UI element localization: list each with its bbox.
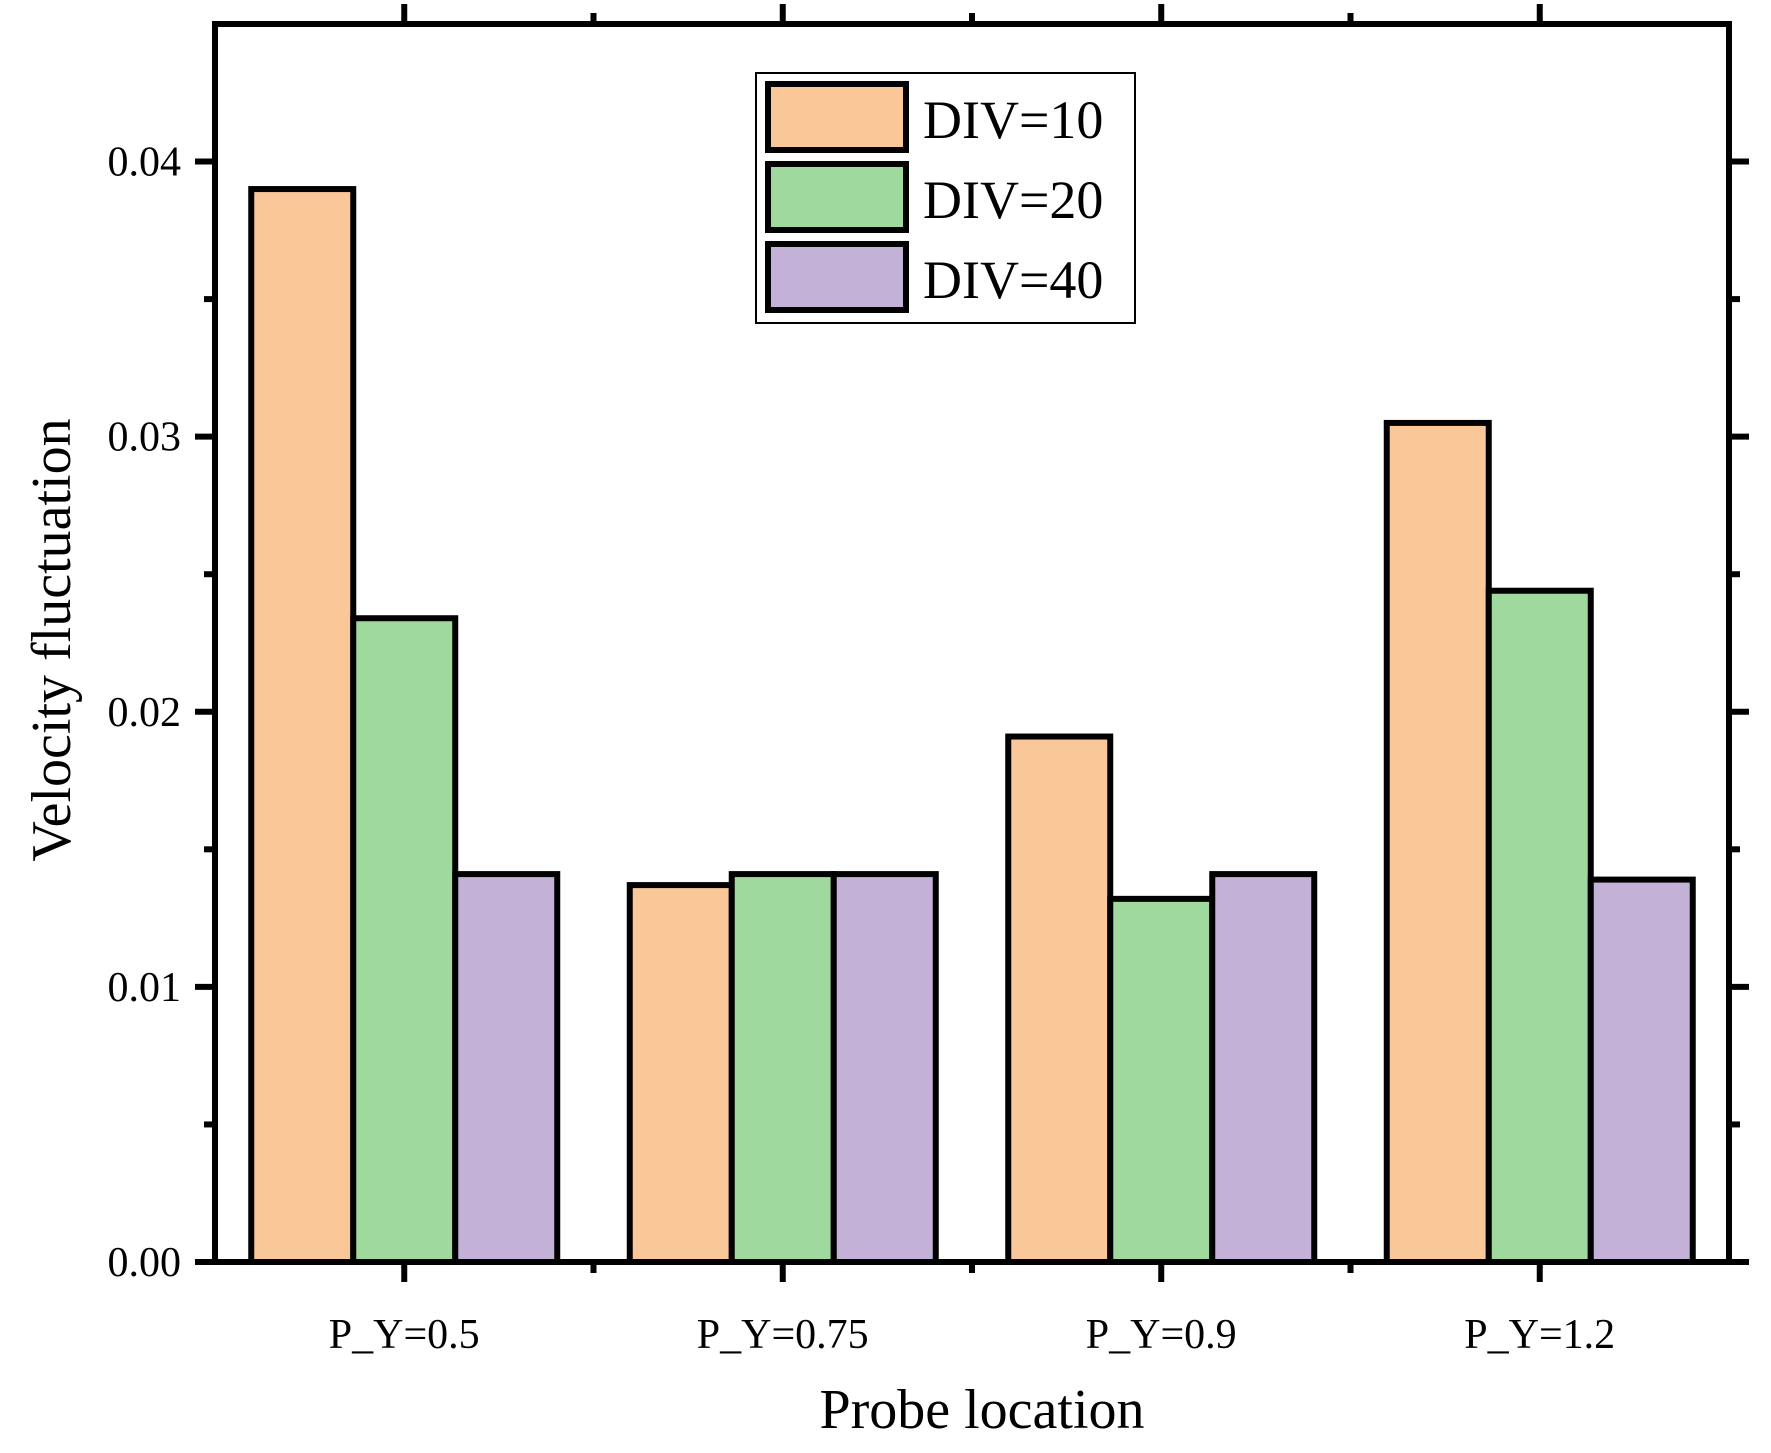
bar-div-40-2 [830, 871, 939, 1265]
bar-div-10-4 [1383, 419, 1492, 1265]
y-tick-label: 0.00 [108, 1240, 182, 1286]
bar-div-20-3 [1107, 895, 1216, 1265]
bar-div-20-2 [728, 871, 837, 1265]
y-axis-title: Velocity fluctuation [21, 418, 83, 861]
legend: DIV=10 DIV=20 DIV=40 [755, 72, 1136, 324]
bars-layer [248, 186, 1696, 1266]
legend-swatch-div-40 [765, 241, 909, 313]
bar-div-40-3 [1209, 871, 1318, 1265]
x-tick-label: P_Y=0.75 [697, 1312, 869, 1358]
x-tick-label: P_Y=0.9 [1086, 1312, 1237, 1358]
x-tick-label: P_Y=1.2 [1464, 1312, 1615, 1358]
bar-div-20-1 [350, 615, 459, 1265]
bar-div-10-1 [248, 186, 357, 1266]
legend-label: DIV=20 [923, 170, 1103, 230]
legend-swatch-div-10 [765, 81, 909, 153]
x-tick-label: P_Y=0.5 [329, 1312, 480, 1358]
legend-label: DIV=10 [923, 90, 1103, 150]
bar-div-40-4 [1587, 876, 1696, 1266]
legend-label: DIV=40 [923, 250, 1103, 310]
y-tick-label: 0.02 [108, 690, 182, 736]
bar-div-10-3 [1005, 733, 1114, 1265]
legend-swatch-div-20 [765, 161, 909, 233]
y-tick-label: 0.01 [108, 965, 182, 1011]
bar-div-20-4 [1485, 587, 1594, 1265]
y-tick-label: 0.04 [108, 140, 182, 186]
x-axis-title: Probe location [819, 1379, 1144, 1441]
axes-layer: 0.00 0.01 0.02 0.03 0.04 P_Y=0.5 P_Y=0.75 P_Y=0… [108, 4, 1749, 1358]
bar-div-40-1 [452, 871, 561, 1265]
bar-div-10-2 [626, 882, 735, 1265]
y-tick-label: 0.03 [108, 415, 182, 461]
